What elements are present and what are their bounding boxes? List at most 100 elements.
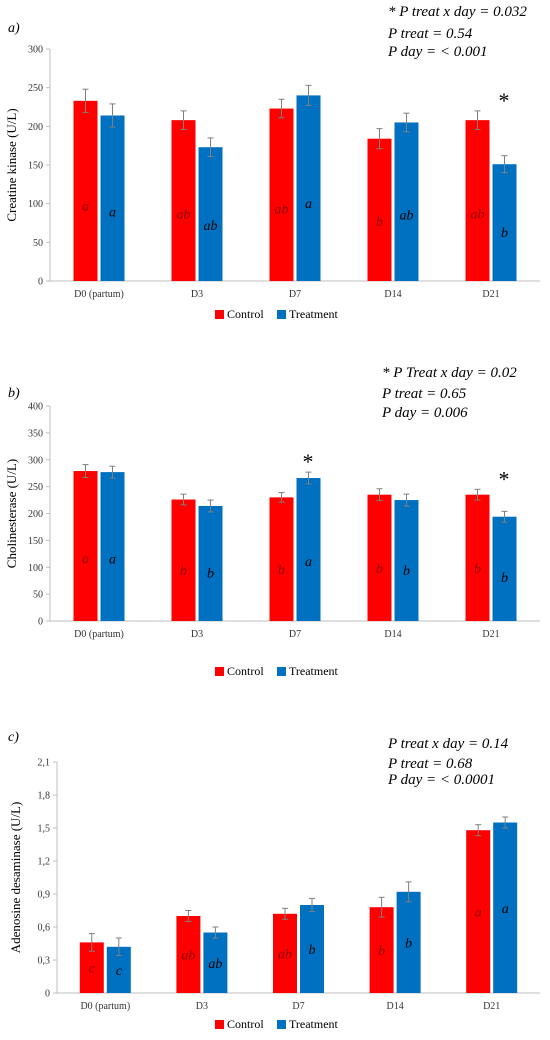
control-bar [269, 497, 294, 621]
treatment-bar [492, 164, 517, 281]
y-tick-label: 200 [28, 122, 43, 133]
stats-line: P treat = 0.54 [387, 26, 473, 42]
significance-asterisk: * [499, 466, 510, 491]
x-tick-label: D21 [482, 629, 499, 640]
stats-line: * P Treat x day = 0.02 [382, 365, 517, 381]
y-tick-label: 300 [28, 45, 43, 56]
y-tick-label: 50 [33, 590, 43, 601]
x-tick-label: D7 [289, 289, 301, 300]
x-tick-label: D7 [292, 1001, 304, 1012]
significance-letter: a [109, 205, 116, 220]
y-tick-label: 0,6 [38, 923, 51, 934]
chart-panel-3: c) 0 0,3 0,6 0,9 1,2 1,5 1,8 2,1 Adenosine desami… [8, 730, 540, 1031]
stats-line: P day = 0.006 [381, 405, 468, 421]
y-tick-label: 1,2 [38, 857, 51, 868]
y-tick-label: 100 [28, 563, 43, 574]
control-bar [369, 907, 394, 993]
y-tick-label: 250 [28, 83, 43, 94]
y-tick-label: 400 [28, 402, 43, 413]
significance-letter: b [501, 226, 508, 241]
control-bar [367, 494, 392, 621]
x-tick-label: D3 [191, 289, 203, 300]
significance-letter: ab [471, 207, 485, 222]
significance-letter: b [501, 571, 508, 586]
stats-line: P treat = 0.68 [387, 756, 473, 772]
legend-label-treatment: Treatment [289, 307, 339, 321]
significance-asterisk: * [499, 88, 510, 113]
control-bar [73, 100, 98, 282]
significance-letter: b [405, 936, 412, 951]
panel-label: b) [8, 386, 20, 401]
significance-letter: c [116, 964, 123, 979]
x-tick-label: D14 [386, 1001, 403, 1012]
panel-label: a) [8, 21, 20, 36]
legend-label-treatment: Treatment [289, 1017, 339, 1031]
legend-swatch-treatment [277, 667, 286, 676]
y-tick-label: 2,1 [38, 758, 51, 769]
treatment-bar [300, 905, 324, 993]
y-tick-label: 0,9 [38, 890, 51, 901]
x-tick-label: D7 [289, 629, 301, 640]
treatment-bar [100, 472, 125, 621]
treatment-bar [296, 95, 321, 282]
significance-letter: a [475, 906, 482, 921]
significance-letter: ab [208, 957, 222, 972]
y-tick-label: 50 [33, 238, 43, 249]
significance-letter: ab [204, 219, 218, 234]
control-bar [273, 913, 297, 993]
treatment-bar [394, 122, 419, 281]
treatment-bar [396, 891, 421, 993]
control-bar [465, 494, 490, 621]
y-tick-label: 250 [28, 482, 43, 493]
significance-letter: b [180, 564, 187, 579]
treatment-bar [493, 822, 518, 993]
y-axis-label: Creatine kinase (U/L) [4, 108, 19, 221]
significance-letter: ab [278, 947, 292, 962]
y-tick-label: 300 [28, 455, 43, 466]
y-tick-label: 0 [38, 617, 43, 628]
panel-label: c) [8, 730, 19, 745]
x-tick-label: D21 [482, 289, 499, 300]
treatment-bar [198, 147, 223, 281]
significance-letter: a [82, 552, 89, 567]
legend-label-control: Control [227, 307, 264, 321]
x-tick-label: D3 [196, 1001, 208, 1012]
y-tick-label: 100 [28, 199, 43, 210]
stats-line: P day = < 0.001 [387, 44, 488, 60]
significance-letter: a [82, 199, 89, 214]
control-bar [466, 830, 491, 993]
treatment-bar [203, 932, 228, 993]
control-bar [269, 108, 294, 282]
significance-letter: b [278, 563, 285, 578]
significance-letter: b [376, 215, 383, 230]
x-tick-label: D21 [483, 1001, 500, 1012]
significance-letter: a [305, 555, 312, 570]
control-bar [367, 138, 392, 281]
y-tick-label: 350 [28, 428, 43, 439]
significance-letter: b [474, 562, 481, 577]
y-tick-label: 1,5 [38, 824, 51, 835]
significance-asterisk: * [303, 449, 314, 474]
control-bar [465, 120, 490, 281]
legend: Control Treatment [215, 1017, 339, 1031]
control-bar [176, 916, 201, 993]
legend-swatch-control [215, 310, 224, 319]
treatment-bar [198, 505, 223, 621]
legend-label-control: Control [227, 664, 264, 678]
significance-letter: a [502, 902, 509, 917]
treatment-bar [492, 516, 517, 621]
y-tick-label: 0,3 [38, 956, 51, 967]
chart-panel-2: b) 0 50 100 150 200 250 300 350 400 Cholinesterase… [4, 365, 540, 678]
legend-label-treatment: Treatment [289, 664, 339, 678]
chart-panel-1: a) 0 50 100 150 200 250 300 Creatine kinase (U/L… [4, 4, 540, 321]
legend-swatch-treatment [277, 310, 286, 319]
treatment-bar [100, 115, 125, 281]
x-tick-label: D3 [191, 629, 203, 640]
legend: Control Treatment [215, 664, 339, 678]
significance-letter: b [309, 943, 316, 958]
y-tick-label: 200 [28, 509, 43, 520]
significance-letter: c [89, 962, 96, 977]
x-tick-label: D0 (partum) [74, 289, 124, 300]
x-tick-label: D14 [384, 629, 401, 640]
stats-line: P treat x day = 0.14 [387, 736, 509, 752]
